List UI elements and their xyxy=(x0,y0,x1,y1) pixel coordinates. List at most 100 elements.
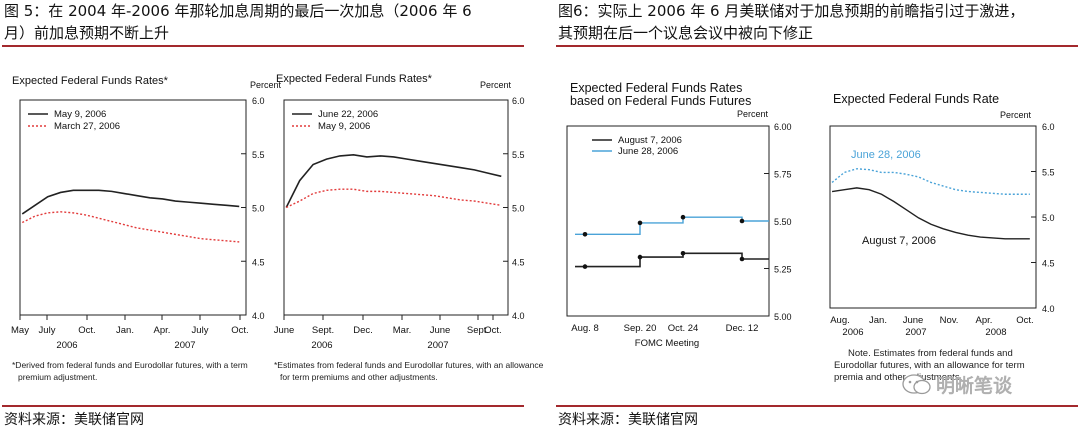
fig6a-series-point xyxy=(680,214,686,220)
fig5a-x-tick-label: May xyxy=(11,325,29,336)
fig6b-y-tick-label: 4.0 xyxy=(1042,304,1055,314)
fig5b-x-tick-label: June xyxy=(274,325,295,336)
fig5b-legend-label: May 9, 2006 xyxy=(318,121,370,132)
fig6b-x-tick-label: Oct. xyxy=(1016,315,1033,326)
fig5b-y-tick-label: 5.0 xyxy=(512,204,525,214)
figure-5-top-rule xyxy=(2,45,524,47)
fig5a-unit-label: Percent xyxy=(250,80,282,90)
fig6a-x-tick-label: Oct. 24 xyxy=(668,323,699,334)
fig6b-series-label: June 28, 2006 xyxy=(851,149,921,161)
fig5a-x-tick-label: Apr. xyxy=(154,325,171,336)
figure-5-title-line2: 月）前加息预期不断上升 xyxy=(4,24,170,42)
fig5a-legend-label: March 27, 2006 xyxy=(54,121,120,132)
figure-6-note-line2: Eurodollar futures, with an allowance fo… xyxy=(834,360,1025,371)
fig6a-series-point xyxy=(582,264,588,269)
fig5a-x-tick-label: Oct. xyxy=(231,325,248,336)
fig6a-y-tick-label: 5.75 xyxy=(774,170,792,180)
fig5b-x-tick-label: Sept. xyxy=(467,325,489,336)
fig6b-unit-label: Percent xyxy=(1000,110,1032,120)
fig6a-series-point xyxy=(739,256,745,262)
fig5a-y-tick-label: 6.0 xyxy=(252,96,265,106)
fig5a-x-tick-label: July xyxy=(192,325,209,336)
figure-5-note-a-line2: premium adjustment. xyxy=(18,372,97,382)
figure-5-source: 资料来源：美联储官网 xyxy=(4,412,144,428)
figure-5-title-line1: 图 5：在 2004 年-2006 年那轮加息周期的最后一次加息（2006 年 … xyxy=(4,2,472,20)
fig6b-year-label: 2008 xyxy=(985,327,1006,338)
figure-6-top-rule xyxy=(556,45,1078,47)
fig5b-series-line xyxy=(285,188,502,209)
fig5a-series-line xyxy=(21,211,240,243)
fig5b-year-label: 2006 xyxy=(311,340,332,351)
watermark-text: 明晰笔谈 xyxy=(936,375,1013,397)
fig6a-x-tick-label: Aug. 8 xyxy=(571,323,598,334)
fig5a-y-tick-label: 4.0 xyxy=(252,311,265,321)
fig6a-series-point xyxy=(637,254,643,260)
watermark: 明晰笔谈 xyxy=(900,370,1050,398)
fig5b-title: Expected Federal Funds Rates* xyxy=(276,73,433,85)
figure-5-note-b-line1: *Estimates from federal funds and Eurodo… xyxy=(274,360,544,370)
fig6a-series-point xyxy=(739,218,745,224)
fig5a-title: Expected Federal Funds Rates* xyxy=(12,75,169,87)
fig6a-title-line2: based on Federal Funds Futures xyxy=(570,94,751,108)
fig6b-x-tick-label: Aug. xyxy=(830,315,850,326)
fig5a-series-line xyxy=(21,189,240,215)
fig5b-plot-frame xyxy=(283,99,509,316)
fig5b-y-tick-label: 4.0 xyxy=(512,311,525,321)
figure-6-source: 资料来源：美联储官网 xyxy=(558,412,698,428)
fig6a-x-tick-label: Sep. 20 xyxy=(624,323,657,334)
fig6b-y-tick-label: 4.5 xyxy=(1042,259,1055,269)
fig6a-title-line1: Expected Federal Funds Rates xyxy=(570,81,742,95)
fig6a-y-tick-label: 5.50 xyxy=(774,217,792,227)
fig6a-x-tick-label: Dec. 12 xyxy=(726,323,759,334)
fig6a-legend-label: August 7, 2006 xyxy=(618,135,682,146)
fig6a-series-line xyxy=(575,252,769,268)
fig5a-legend-label: May 9, 2006 xyxy=(54,109,106,120)
fig5a-year-label: 2007 xyxy=(174,340,195,351)
fig6a-series-point xyxy=(582,232,588,237)
fig5b-y-tick-label: 4.5 xyxy=(512,257,525,267)
fig5b-x-tick-label: June xyxy=(430,325,451,336)
figure-5-note-b-line2: for term premiums and other adjustments. xyxy=(280,372,438,382)
wechat-logo-icon xyxy=(902,374,931,395)
figure-5-bottom-rule xyxy=(2,405,524,407)
fig6b-y-tick-label: 5.5 xyxy=(1042,168,1055,178)
fig5b-x-tick-label: Dec. xyxy=(353,325,373,336)
fig6a-series-line xyxy=(575,216,769,236)
figure-6-title-line1: 图6：实际上 2006 年 6 月美联储对于加息预期的前瞻指引过于激进， xyxy=(558,2,1025,20)
figure-6-note-line3: premia and other adjustments. xyxy=(834,372,962,383)
fig6b-series-label: August 7, 2006 xyxy=(862,235,936,247)
fig6a-y-tick-label: 5.25 xyxy=(774,265,792,275)
fig5a-year-label: 2006 xyxy=(56,340,77,351)
fig6b-x-tick-label: June xyxy=(903,315,924,326)
figure-6-title: 图6：实际上 2006 年 6 月美联储对于加息预期的前瞻指引过于激进， 其预期… xyxy=(558,0,1024,44)
fig6a-legend-label: June 28, 2006 xyxy=(618,146,678,157)
fig6a-x-axis-label: FOMC Meeting xyxy=(635,338,699,349)
fig6a-unit-label: Percent xyxy=(737,109,769,119)
fig5b-legend-label: June 22, 2006 xyxy=(318,109,378,120)
fig6b-title: Expected Federal Funds Rate xyxy=(833,92,999,106)
fig5a-x-tick-label: Jan. xyxy=(116,325,134,336)
fig6a-y-tick-label: 5.00 xyxy=(774,312,792,322)
figure-5-title: 图 5：在 2004 年-2006 年那轮加息周期的最后一次加息（2006 年 … xyxy=(4,0,472,44)
fig5a-plot-frame xyxy=(19,99,247,316)
fig6b-x-tick-label: Nov. xyxy=(940,315,959,326)
fig6b-year-label: 2006 xyxy=(842,327,863,338)
fig6b-year-label: 2007 xyxy=(905,327,926,338)
fig5a-y-tick-label: 5.5 xyxy=(252,150,265,160)
chart-layer: Expected Federal Funds Rates* Percent6.05… xyxy=(11,73,1054,351)
fig5b-x-tick-label: Mar. xyxy=(393,325,411,336)
fig5b-y-tick-label: 6.0 xyxy=(512,96,525,106)
figure-5-note-a-line1: *Derived from federal funds and Eurodoll… xyxy=(12,360,248,370)
fig6a-series-point xyxy=(680,251,686,256)
fig5b-unit-label: Percent xyxy=(480,80,512,90)
fig5b-year-label: 2007 xyxy=(427,340,448,351)
fig5b-x-tick-label: Sept. xyxy=(312,325,334,336)
fig5a-x-tick-label: July xyxy=(39,325,56,336)
figure-6-note-line1: Note. Estimates from federal funds and xyxy=(848,348,1013,359)
fig5b-x-tick-label: Oct. xyxy=(484,325,501,336)
fig5b-series-line xyxy=(285,154,502,208)
fig5a-y-tick-label: 4.5 xyxy=(252,257,265,267)
fig6b-y-tick-label: 6.0 xyxy=(1042,122,1055,132)
fig6b-x-tick-label: Apr. xyxy=(976,315,993,326)
